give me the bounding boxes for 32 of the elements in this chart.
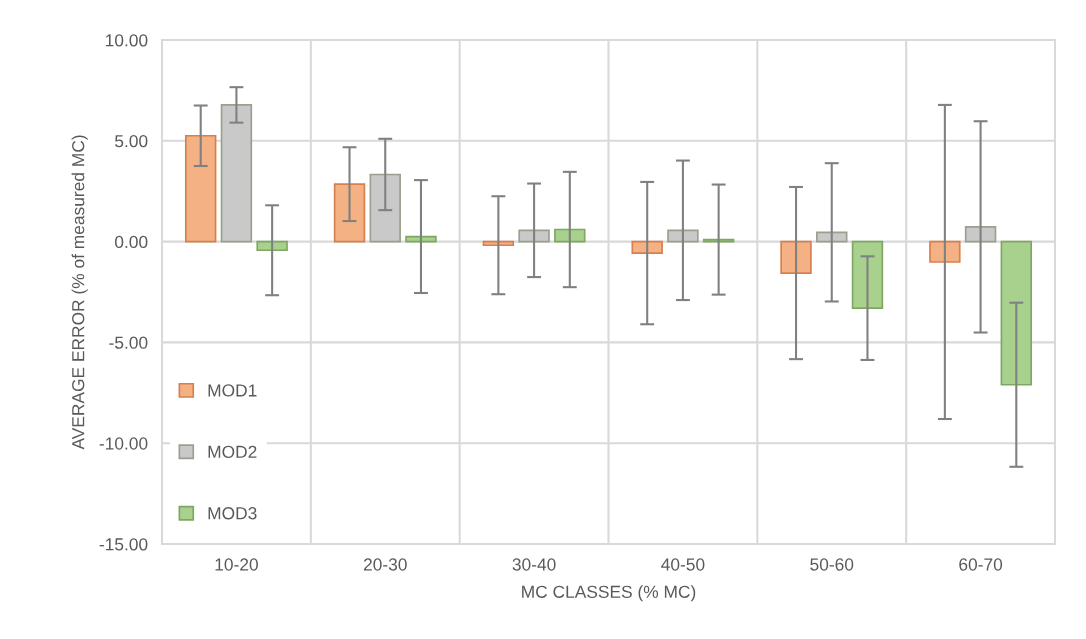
bar <box>554 228 586 243</box>
x-tick-label: 10-20 <box>215 558 258 571</box>
bar <box>333 183 366 243</box>
bar <box>1000 240 1033 386</box>
x-tick-label: 40-50 <box>661 558 705 571</box>
y-tick-label: -5.00 <box>109 336 148 349</box>
x-axis-title: MC CLASSES (% MC) <box>522 585 696 602</box>
x-tick-label: 20-30 <box>363 558 407 571</box>
bar <box>631 240 663 254</box>
bar <box>851 240 884 309</box>
y-tick-label: 10.00 <box>105 34 148 47</box>
bar <box>256 240 288 252</box>
x-tick-label: 30-40 <box>512 558 556 571</box>
bar <box>816 231 848 243</box>
bar <box>780 240 812 274</box>
y-axis-title: AVERAGE ERROR (% of measured MC) <box>71 135 88 450</box>
legend-label: MOD2 <box>208 445 257 458</box>
y-tick-label: 0.00 <box>115 235 148 249</box>
bar <box>964 226 997 243</box>
bar <box>518 229 550 243</box>
legend-label: MOD1 <box>208 384 257 397</box>
bar <box>220 104 253 243</box>
bar <box>184 134 217 243</box>
bar <box>667 229 699 243</box>
bar <box>929 240 961 263</box>
x-tick-label: 60-70 <box>959 558 1003 571</box>
y-tick-label: -15.00 <box>99 538 148 551</box>
y-tick-label: -10.00 <box>99 437 148 450</box>
bar <box>369 173 401 243</box>
x-tick-label: 50-60 <box>810 558 854 571</box>
y-tick-label: 5.00 <box>115 134 148 148</box>
legend-label: MOD3 <box>208 507 257 520</box>
